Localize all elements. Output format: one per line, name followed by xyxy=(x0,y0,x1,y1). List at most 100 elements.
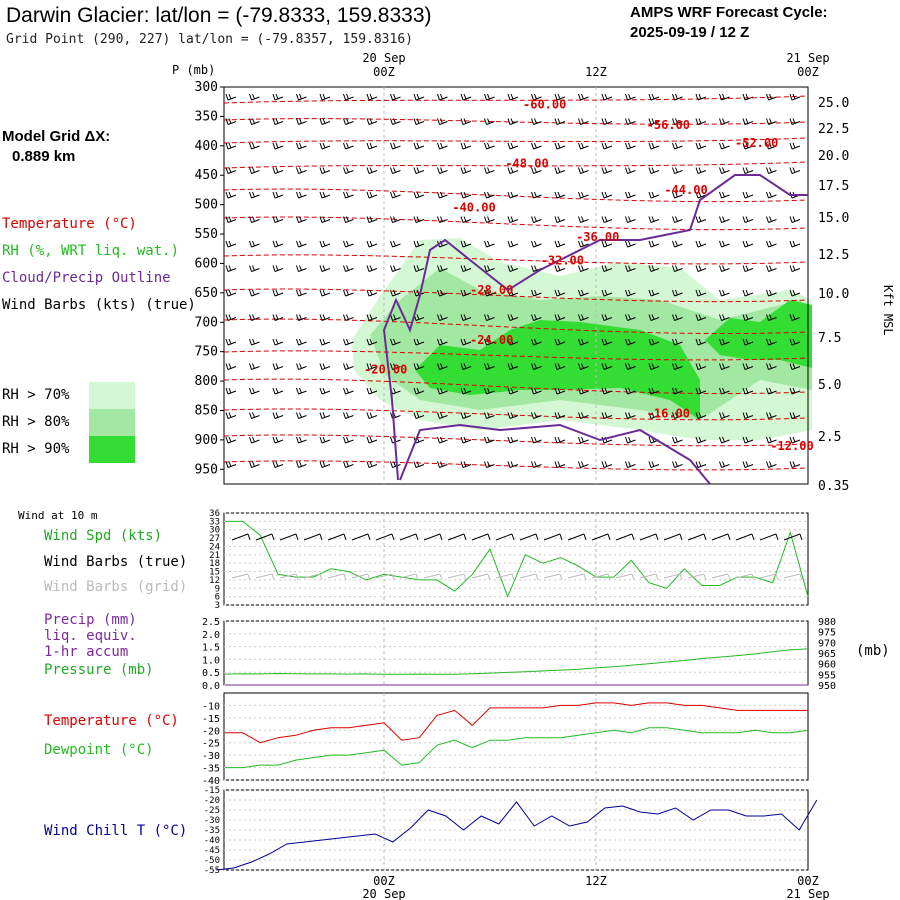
wind-barb xyxy=(766,265,777,272)
top-time-label: 00Z xyxy=(373,65,395,79)
chill-ytick: -50 xyxy=(204,856,220,866)
wind-barb xyxy=(319,118,331,125)
wind-barb xyxy=(249,265,260,272)
wind-barb xyxy=(625,216,636,223)
wind-barb xyxy=(249,461,260,468)
wind-barb-true xyxy=(519,533,539,541)
wind-barb xyxy=(601,216,613,223)
wind-barb xyxy=(507,412,519,419)
wind-barb xyxy=(272,338,284,346)
wind-barb-true xyxy=(255,533,275,541)
temperature-contour-label: -28.00 xyxy=(470,283,513,297)
swatch-rh80 xyxy=(89,409,135,436)
temperature-contour-4 xyxy=(223,188,809,203)
wind10m-title: Wind at 10 m xyxy=(18,509,98,522)
wind-barb xyxy=(578,265,589,272)
wind-barb xyxy=(695,93,707,101)
height-tick-label: 15.0 xyxy=(818,211,849,226)
wind-barb xyxy=(672,191,683,199)
wind-barb-grid xyxy=(495,573,515,581)
bottom-time-label: 12Z xyxy=(585,874,607,888)
swatch-rh90 xyxy=(89,436,135,463)
temperature-line xyxy=(225,702,808,744)
wind-barb xyxy=(296,216,307,223)
wind-barb xyxy=(413,93,425,101)
wind-barb xyxy=(672,93,683,101)
wind-barb xyxy=(343,289,354,297)
height-tick-label: 2.5 xyxy=(818,430,841,445)
wind-barb xyxy=(484,387,495,395)
wind-barb xyxy=(319,436,331,444)
wind-barb xyxy=(719,412,730,419)
chill-ytick: -35 xyxy=(204,826,220,836)
model-grid-label: Model Grid ΔX: xyxy=(2,128,111,145)
wind-barb xyxy=(507,314,519,321)
wind-barb xyxy=(413,167,425,174)
wind-barb-grid xyxy=(375,573,395,581)
wind-barb xyxy=(554,461,566,468)
wind-barb xyxy=(789,461,801,468)
wind-barb xyxy=(695,436,707,444)
wind-barb-true xyxy=(351,533,371,541)
wind-barb xyxy=(366,461,378,468)
wind-barb xyxy=(719,118,730,125)
wind-barb xyxy=(343,142,354,150)
wind-barb xyxy=(625,191,636,199)
wind-barb xyxy=(578,216,589,223)
wind-barb xyxy=(249,216,260,223)
wind-barb xyxy=(507,461,519,468)
wind-ytick: 15 xyxy=(209,568,220,578)
bottom-date-2: 21 Sep xyxy=(786,887,829,900)
wind-barb xyxy=(742,118,754,125)
wind-barb-true xyxy=(279,533,299,541)
wind-barb-true xyxy=(375,533,395,541)
wind-barb xyxy=(742,412,754,419)
chill-ytick: -30 xyxy=(204,816,220,826)
wind-barb-true xyxy=(423,533,443,541)
wind-barb xyxy=(437,191,448,199)
wind-barb-true xyxy=(711,533,731,541)
wind-barb xyxy=(225,93,237,101)
wind-barb xyxy=(766,118,777,125)
wind-barb xyxy=(672,412,683,419)
wind-barb xyxy=(507,142,519,150)
wind-barb xyxy=(554,436,566,444)
wind-barb xyxy=(672,289,683,297)
pressure-ytick: 975 xyxy=(818,628,836,639)
wind-barb xyxy=(507,240,519,248)
wind-barb xyxy=(249,387,260,395)
wind-barb xyxy=(531,93,542,101)
wind-barb xyxy=(343,216,354,223)
wind-barb xyxy=(719,142,730,150)
wind-barb xyxy=(343,240,354,248)
wind-barb xyxy=(648,412,660,419)
wind-barb xyxy=(789,118,801,125)
wind-barb xyxy=(554,240,566,248)
wind-barb-true xyxy=(543,533,563,541)
wind-barb xyxy=(766,167,777,174)
wind-barb xyxy=(225,118,237,125)
wind-barb xyxy=(366,436,378,444)
temperature-contour-label: -36.00 xyxy=(576,230,619,244)
wind-barb xyxy=(296,142,307,150)
wind-ytick: 27 xyxy=(209,534,220,544)
precip-ytick: 1.5 xyxy=(202,643,220,654)
wind-barb xyxy=(578,191,589,199)
wind-barb xyxy=(695,142,707,150)
wind-ytick: 33 xyxy=(209,517,220,527)
wind-barb xyxy=(296,387,307,395)
wind-barb-grid xyxy=(615,573,635,581)
wind-barb xyxy=(766,387,777,395)
wind-barb xyxy=(437,167,448,174)
wind-barb xyxy=(296,363,307,370)
wind-barb xyxy=(296,289,307,297)
wind-barb xyxy=(695,387,707,395)
wind-barb xyxy=(437,289,448,297)
wind-barb xyxy=(296,412,307,419)
wind-barb xyxy=(531,461,542,468)
wind-barb xyxy=(719,216,730,223)
height-axis-title: Kft MSL xyxy=(881,285,895,336)
wind-barb xyxy=(319,314,331,321)
wind-barb xyxy=(390,118,401,125)
wind-barb xyxy=(484,363,495,370)
